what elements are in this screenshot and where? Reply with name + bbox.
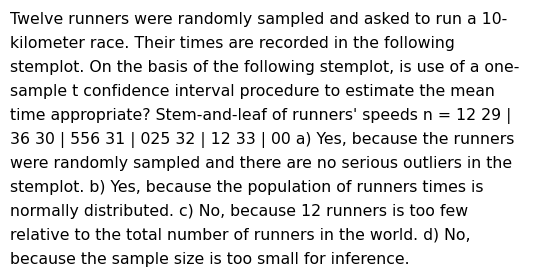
Text: normally distributed. c) No, because 12 runners is too few: normally distributed. c) No, because 12 … xyxy=(10,204,468,219)
Text: 36 30 | 556 31 | 025 32 | 12 33 | 00 a) Yes, because the runners: 36 30 | 556 31 | 025 32 | 12 33 | 00 a) … xyxy=(10,132,514,148)
Text: Twelve runners were randomly sampled and asked to run a 10-: Twelve runners were randomly sampled and… xyxy=(10,12,507,27)
Text: because the sample size is too small for inference.: because the sample size is too small for… xyxy=(10,252,410,267)
Text: stemplot. b) Yes, because the population of runners times is: stemplot. b) Yes, because the population… xyxy=(10,180,484,195)
Text: relative to the total number of runners in the world. d) No,: relative to the total number of runners … xyxy=(10,228,470,243)
Text: time appropriate? Stem-and-leaf of runners' speeds n = 12 29 |: time appropriate? Stem-and-leaf of runne… xyxy=(10,108,512,124)
Text: were randomly sampled and there are no serious outliers in the: were randomly sampled and there are no s… xyxy=(10,156,512,171)
Text: kilometer race. Their times are recorded in the following: kilometer race. Their times are recorded… xyxy=(10,36,455,51)
Text: sample t confidence interval procedure to estimate the mean: sample t confidence interval procedure t… xyxy=(10,84,495,99)
Text: stemplot. On the basis of the following stemplot, is use of a one-: stemplot. On the basis of the following … xyxy=(10,60,519,75)
